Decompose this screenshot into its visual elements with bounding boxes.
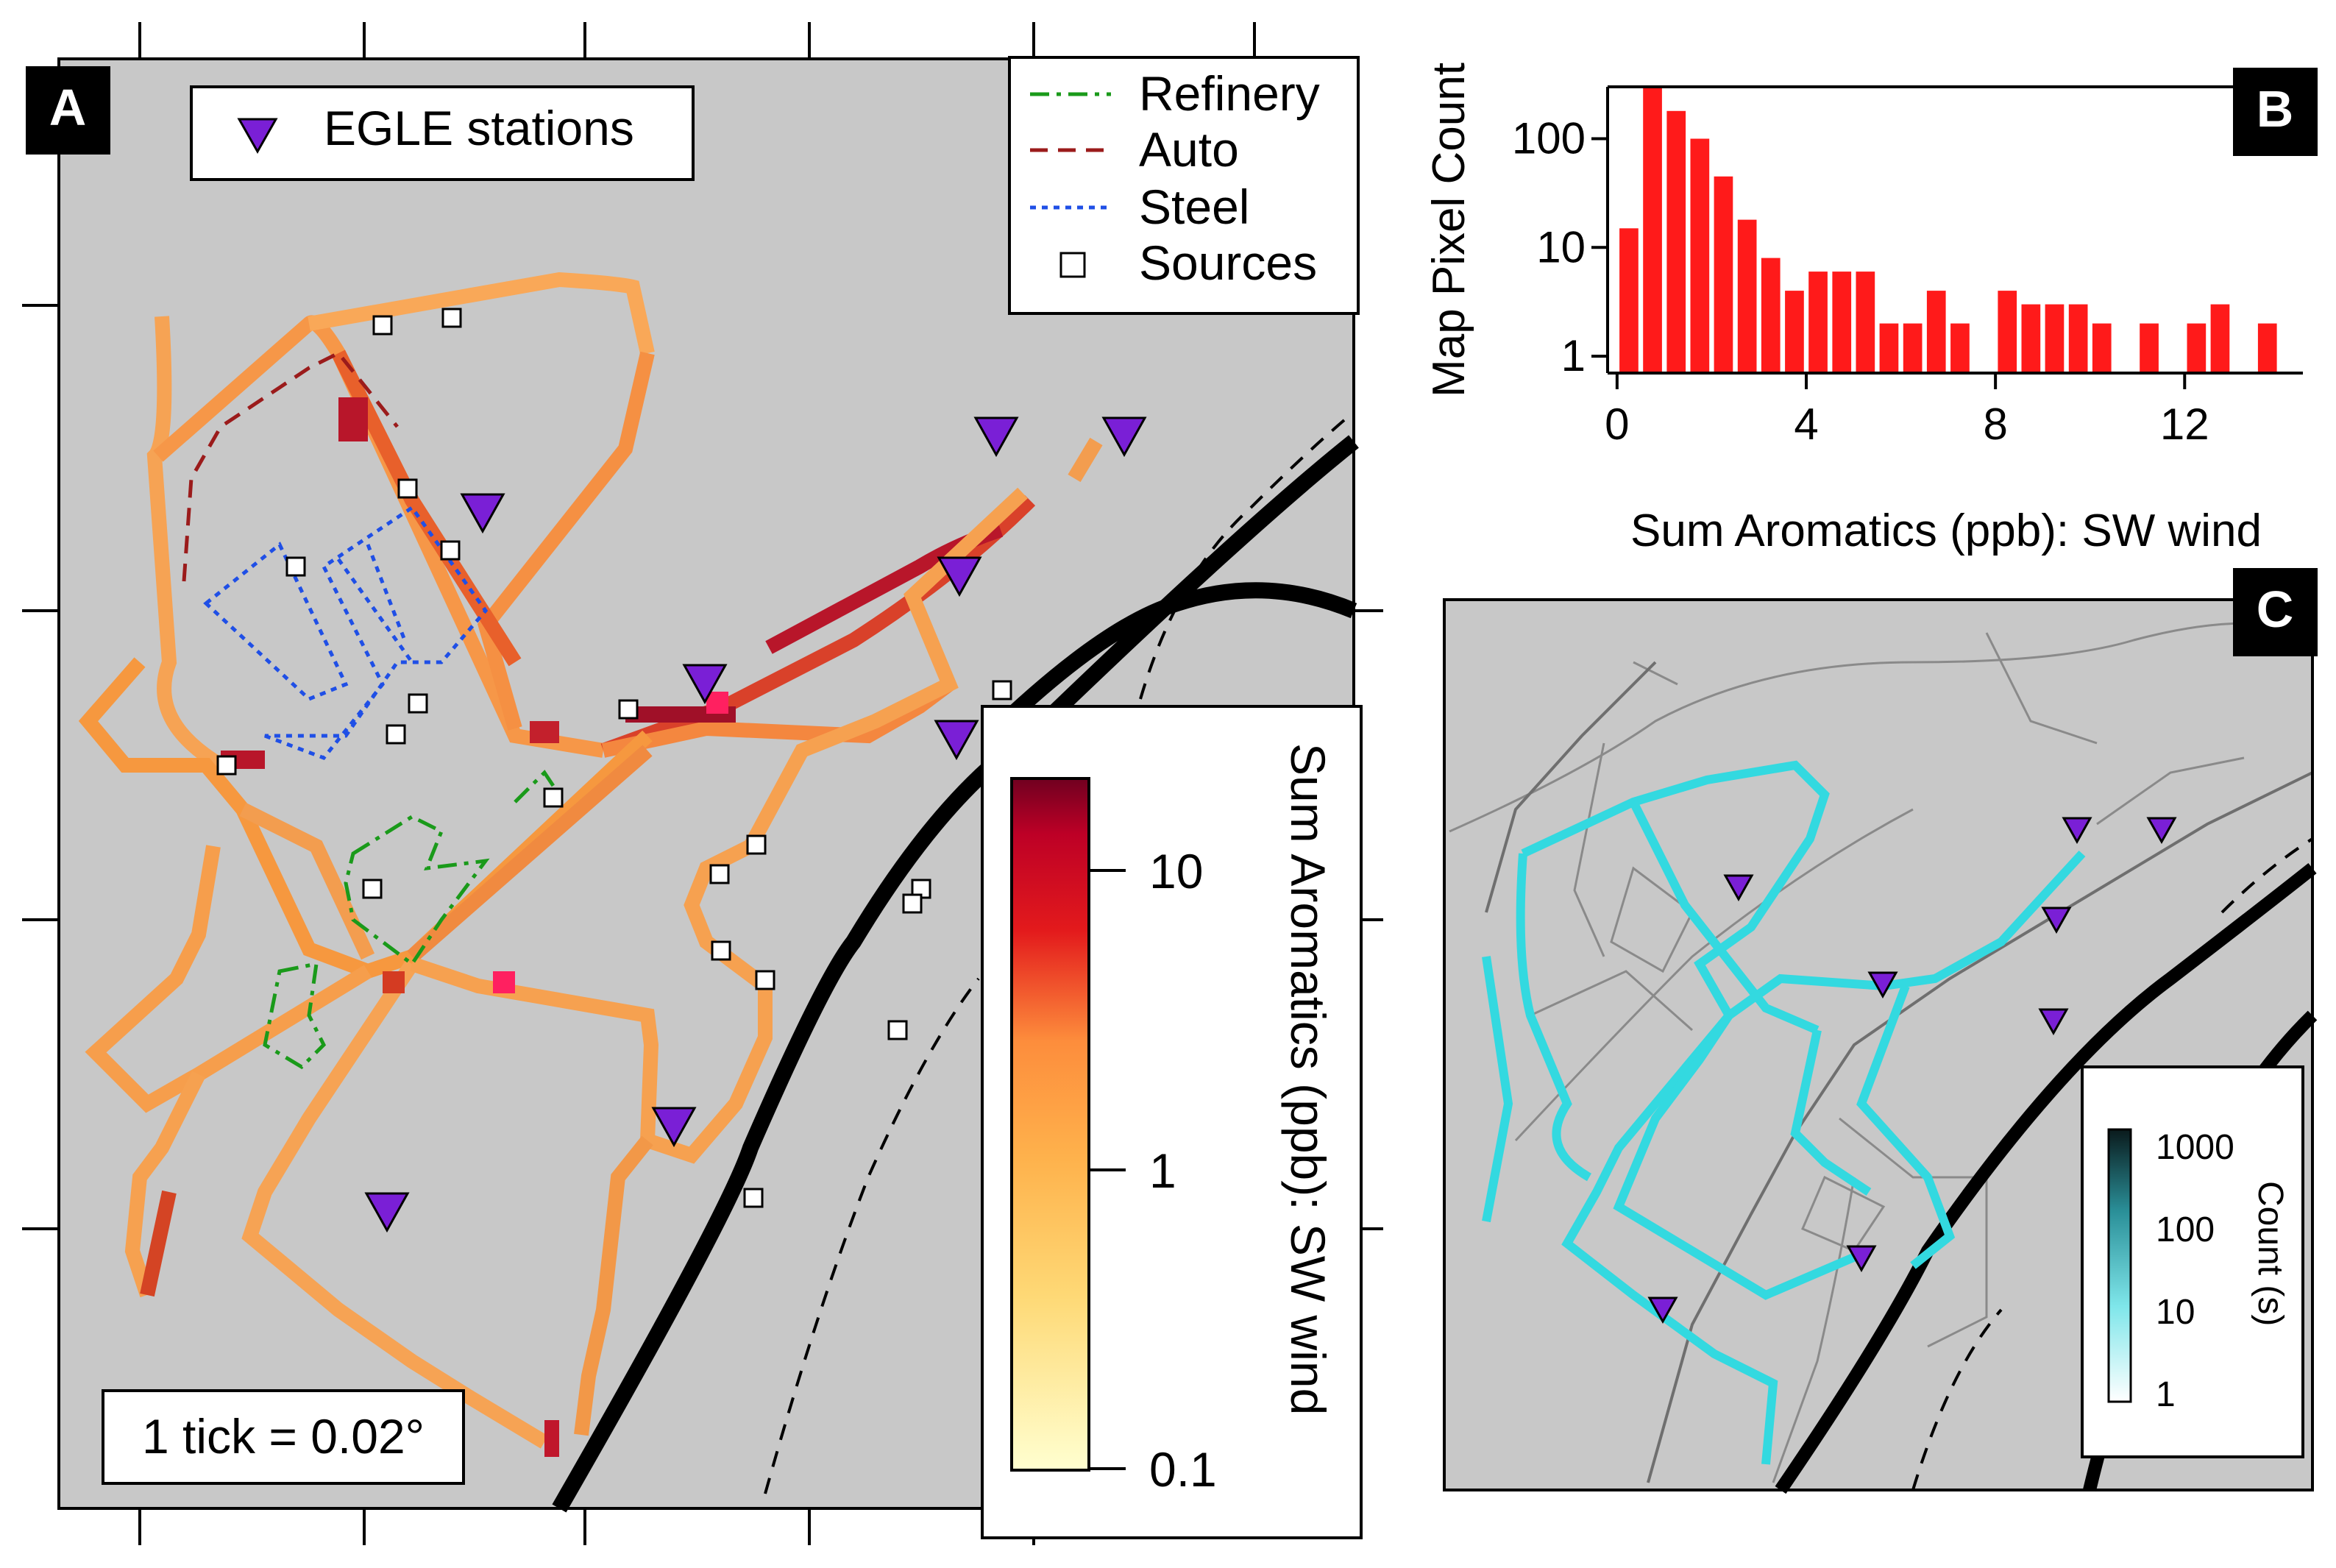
- hist-x-label: Sum Aromatics (ppb): SW wind: [1630, 505, 2262, 556]
- histogram-bar: [1737, 219, 1757, 373]
- histogram-bar: [2045, 304, 2065, 373]
- count-tick-10: 10: [2156, 1293, 2195, 1332]
- hist-x-tick-label: 0: [1605, 400, 1629, 449]
- histogram-bar: [1690, 138, 1710, 373]
- histogram-bar: [1808, 272, 1828, 373]
- steel-outline: [203, 505, 489, 760]
- egle-station-markers: [364, 416, 1147, 1233]
- histogram-bar: [1998, 291, 2017, 373]
- colorbar-tick-1: 1: [1149, 1143, 1176, 1198]
- count-tick-100: 100: [2156, 1210, 2215, 1249]
- histogram-bar: [1761, 258, 1781, 373]
- map-c-station-markers: [1647, 817, 2177, 1324]
- colorbar-gradient: [1010, 777, 1090, 1472]
- panel-b-tag: B: [2233, 68, 2318, 156]
- histogram-bar: [1643, 87, 1662, 373]
- steel-legend-label: Steel: [1139, 180, 1249, 234]
- histogram-bar: [2068, 304, 2088, 373]
- concentration-colorbar: 10 1 0.1 Sum Aromatics (ppb): SW wind: [981, 705, 1363, 1539]
- hist-x-tick-label: 8: [1983, 400, 2007, 449]
- histogram-bar: [1926, 291, 1946, 373]
- colorbar-tick-10: 10: [1149, 844, 1203, 898]
- histogram-bar: [2021, 304, 2041, 373]
- histogram-bars: [1619, 87, 2277, 374]
- concentration-tracks: [78, 272, 1103, 1449]
- panel-a-map: A EGLE stations Refinery Auto Steel Sour…: [22, 22, 1383, 1545]
- count-tick-1000: 1000: [2156, 1128, 2234, 1167]
- auto-outline: [182, 350, 399, 582]
- map-a-river-lines: [552, 411, 1359, 1513]
- hist-y-tick-label: 10: [1536, 222, 1586, 272]
- road-network: [1449, 622, 2313, 1483]
- rail-lines: [1485, 661, 2313, 1483]
- histogram-bar: [2092, 323, 2112, 373]
- histogram-bar: [1714, 176, 1733, 374]
- map-a-edge-ticks: [22, 22, 1383, 1545]
- stations-legend: EGLE stations: [190, 85, 695, 181]
- histogram-bar: [1950, 323, 1970, 373]
- panel-c-map: 1000 100 10 1 Count (s) C: [1443, 568, 2318, 1494]
- station-legend-icon: [237, 118, 278, 155]
- count-colorbar: 1000 100 10 1 Count (s): [2081, 1065, 2304, 1458]
- histogram-bar: [2140, 323, 2159, 373]
- histogram-bar: [2257, 323, 2277, 373]
- source-markers: [216, 308, 1012, 1208]
- histogram-bar: [1879, 323, 1899, 373]
- hist-y-tick-label: 1: [1561, 331, 1586, 380]
- hist-y-label: Map Pixel Count: [1424, 63, 1474, 397]
- panel-a-tag-label: A: [49, 79, 87, 136]
- colorbar-tick-0-1: 0.1: [1149, 1442, 1217, 1497]
- scale-note: 1 tick = 0.02°: [102, 1389, 465, 1485]
- histogram-bar: [1856, 272, 1875, 373]
- hist-y-tick-label: 100: [1512, 114, 1586, 163]
- map-c-frame: [1443, 598, 2314, 1491]
- histogram-ticks: 0 4 8 12 1 10 100: [1512, 114, 2209, 449]
- hist-x-tick-label: 4: [1794, 400, 1818, 449]
- histogram-bar: [1832, 272, 1852, 373]
- panel-b-histogram: 0 4 8 12 1 10 100 Map Pixel Count Sum Aromatic…: [1424, 63, 2318, 556]
- refinery-outline: [263, 770, 561, 1070]
- histogram-bar: [2187, 323, 2207, 373]
- sources-legend-label: Sources: [1139, 235, 1317, 290]
- stations-legend-label: EGLE stations: [324, 101, 634, 155]
- panel-b-tag-label: B: [2257, 80, 2294, 138]
- histogram-bar: [1785, 291, 1804, 373]
- count-tracks: [1482, 760, 2086, 1465]
- count-colorbar-title: Count (s): [2251, 1181, 2290, 1326]
- hist-x-tick-label: 12: [2160, 400, 2209, 449]
- sources-legend: Refinery Auto Steel Sources: [1008, 56, 1360, 315]
- panel-c-tag-label: C: [2257, 581, 2294, 638]
- colorbar-title: Sum Aromatics (ppb): SW wind: [1281, 743, 1335, 1415]
- count-colorbar-gradient: [2107, 1128, 2132, 1403]
- histogram-bar: [1619, 228, 1639, 373]
- panel-c-tag: C: [2233, 568, 2318, 656]
- refinery-legend-label: Refinery: [1139, 66, 1320, 121]
- histogram-bar: [2210, 304, 2230, 373]
- auto-legend-label: Auto: [1139, 122, 1239, 177]
- histogram-bar: [1903, 323, 1923, 373]
- count-tick-1: 1: [2156, 1375, 2176, 1414]
- histogram-bar: [1666, 110, 1686, 374]
- panel-a-tag: A: [26, 66, 110, 155]
- scale-note-label: 1 tick = 0.02°: [142, 1409, 425, 1464]
- source-legend-swatch: [1059, 252, 1086, 278]
